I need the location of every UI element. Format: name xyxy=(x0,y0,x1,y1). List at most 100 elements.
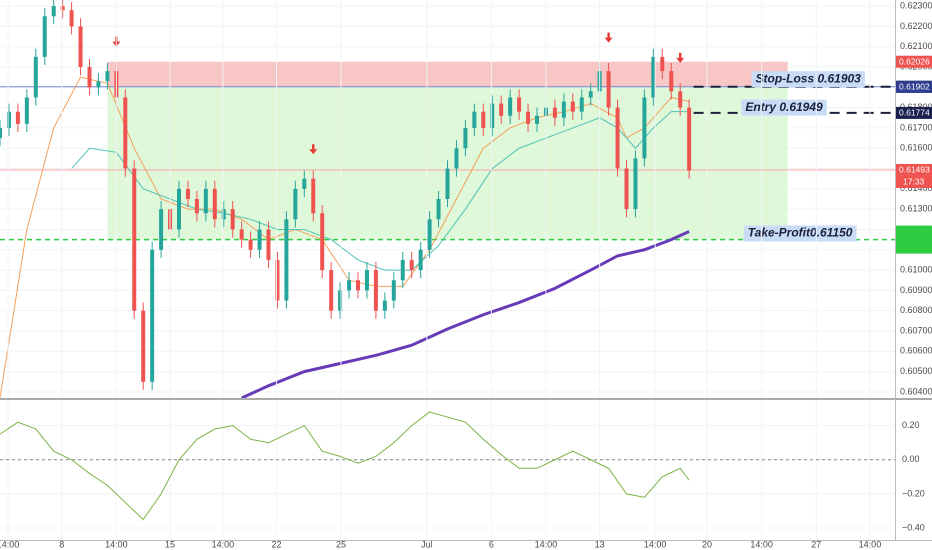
candle-body xyxy=(606,71,611,108)
y-tick-label: 0.61400 xyxy=(900,183,932,193)
candle-body xyxy=(42,16,47,57)
annotation-box xyxy=(741,99,827,116)
x-tick-label: 14:00 xyxy=(212,539,235,549)
x-tick-label: 20 xyxy=(702,539,712,549)
candle-body xyxy=(230,209,235,230)
candle-body xyxy=(141,310,146,382)
zone xyxy=(107,61,788,87)
price-badge-label: 0.61902 xyxy=(899,82,930,92)
candle-body xyxy=(257,229,262,250)
candle-body xyxy=(463,127,468,149)
candle-body xyxy=(642,97,647,159)
price-pane: Stop-Loss 0.61903 Entry 0.61949 Take-Profi… xyxy=(0,0,895,398)
candle-body xyxy=(329,270,334,311)
y-tick-label: 0.61700 xyxy=(900,122,932,132)
x-tick-label: 13 xyxy=(595,539,605,549)
annotation-label: Stop-Loss 0.61903 xyxy=(755,71,861,85)
candle-body xyxy=(320,213,325,271)
candle-body xyxy=(284,219,289,301)
candle-body xyxy=(311,178,316,214)
x-tick-label: 22 xyxy=(272,539,282,549)
candle-body xyxy=(499,103,504,116)
candle-body xyxy=(615,107,620,169)
candle-body xyxy=(678,91,683,108)
candle-body xyxy=(418,249,423,271)
price-badge-label: 0.62026 xyxy=(899,56,930,66)
y-tick-label: 0.60600 xyxy=(900,346,932,356)
candle-body xyxy=(177,188,181,230)
candle-body xyxy=(364,270,369,291)
candle-body xyxy=(427,219,432,250)
oscillator-line xyxy=(0,411,690,521)
candle-body xyxy=(687,107,692,171)
candle-body xyxy=(132,168,137,311)
moving-average xyxy=(71,111,690,271)
y-tick-label: 0.60400 xyxy=(900,386,932,396)
candle-body xyxy=(275,259,280,301)
y-tick-label: 0.20 xyxy=(902,420,920,430)
candle-body xyxy=(212,188,217,220)
candle-body xyxy=(651,56,656,98)
y-tick-label: 0.61600 xyxy=(900,143,932,153)
y-tick-label: 0.62300 xyxy=(900,0,932,10)
x-tick-label: 15 xyxy=(165,539,175,549)
candle-body xyxy=(579,97,584,112)
candle-body xyxy=(624,168,629,210)
candle-body xyxy=(481,111,486,128)
candle-body xyxy=(194,199,199,214)
candle-body xyxy=(203,188,208,214)
x-tick-label: 14:00 xyxy=(750,539,773,549)
y-tick-label: −0.40 xyxy=(902,522,925,532)
price-badge xyxy=(896,163,932,176)
candle-body xyxy=(266,229,271,260)
candle-body xyxy=(552,107,557,118)
time-badge-label: 17:33 xyxy=(903,177,925,187)
candle-body xyxy=(239,229,244,240)
annotation-box xyxy=(743,225,857,242)
candle-body xyxy=(391,280,396,301)
y-tick-label: 0.61300 xyxy=(900,204,932,214)
candle-body xyxy=(159,209,164,250)
candle-body xyxy=(400,259,405,281)
y-tick-label: 0.62100 xyxy=(900,41,932,51)
candle-body xyxy=(6,111,11,128)
candle-body xyxy=(561,101,566,118)
signal-arrow xyxy=(309,144,318,155)
annotation-label: Entry 0.61949 xyxy=(745,100,823,114)
candle-body xyxy=(221,209,226,220)
y-tick-label: 0.60700 xyxy=(900,325,932,335)
x-tick-label: 14:00 xyxy=(0,539,19,549)
candle-body xyxy=(517,97,522,112)
price-badge-label: 0.61493 xyxy=(899,165,930,175)
y-tick-label: 0.60900 xyxy=(900,285,932,295)
candle-body xyxy=(338,290,343,311)
candle-body xyxy=(373,270,378,311)
candle-body xyxy=(51,6,56,17)
x-tick-label: 27 xyxy=(811,539,821,549)
candle-body xyxy=(78,26,83,68)
candle-body xyxy=(633,158,638,210)
y-tick-label: 0.00 xyxy=(902,454,920,464)
moving-average xyxy=(241,230,690,398)
candle-body xyxy=(535,115,539,124)
x-tick-label: 14:00 xyxy=(644,539,667,549)
candle-body xyxy=(409,259,414,271)
candle-body xyxy=(69,10,74,27)
candle-body xyxy=(105,71,110,82)
candle-body xyxy=(445,168,450,199)
candle-body xyxy=(60,6,65,11)
candle-body xyxy=(526,111,531,124)
candle-body xyxy=(588,91,593,98)
candle-body xyxy=(472,111,477,128)
candle-body xyxy=(150,249,155,382)
candle-body xyxy=(490,103,495,128)
candle-body xyxy=(15,111,20,124)
candle-body xyxy=(454,148,459,169)
price-badge xyxy=(896,55,932,68)
price-badge xyxy=(896,80,932,93)
x-tick-label: Jul xyxy=(421,539,433,549)
x-tick-label: 25 xyxy=(336,539,346,549)
price-badge xyxy=(896,225,932,254)
